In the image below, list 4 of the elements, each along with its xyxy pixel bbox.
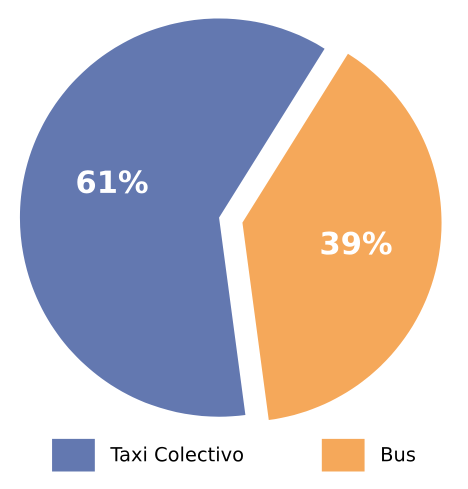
- data-label: 61%: [77, 170, 148, 194]
- legend-label: Bus: [382, 447, 415, 462]
- data-label: 39%: [321, 232, 392, 255]
- legend-label: Taxi Colectivo: [110, 446, 243, 462]
